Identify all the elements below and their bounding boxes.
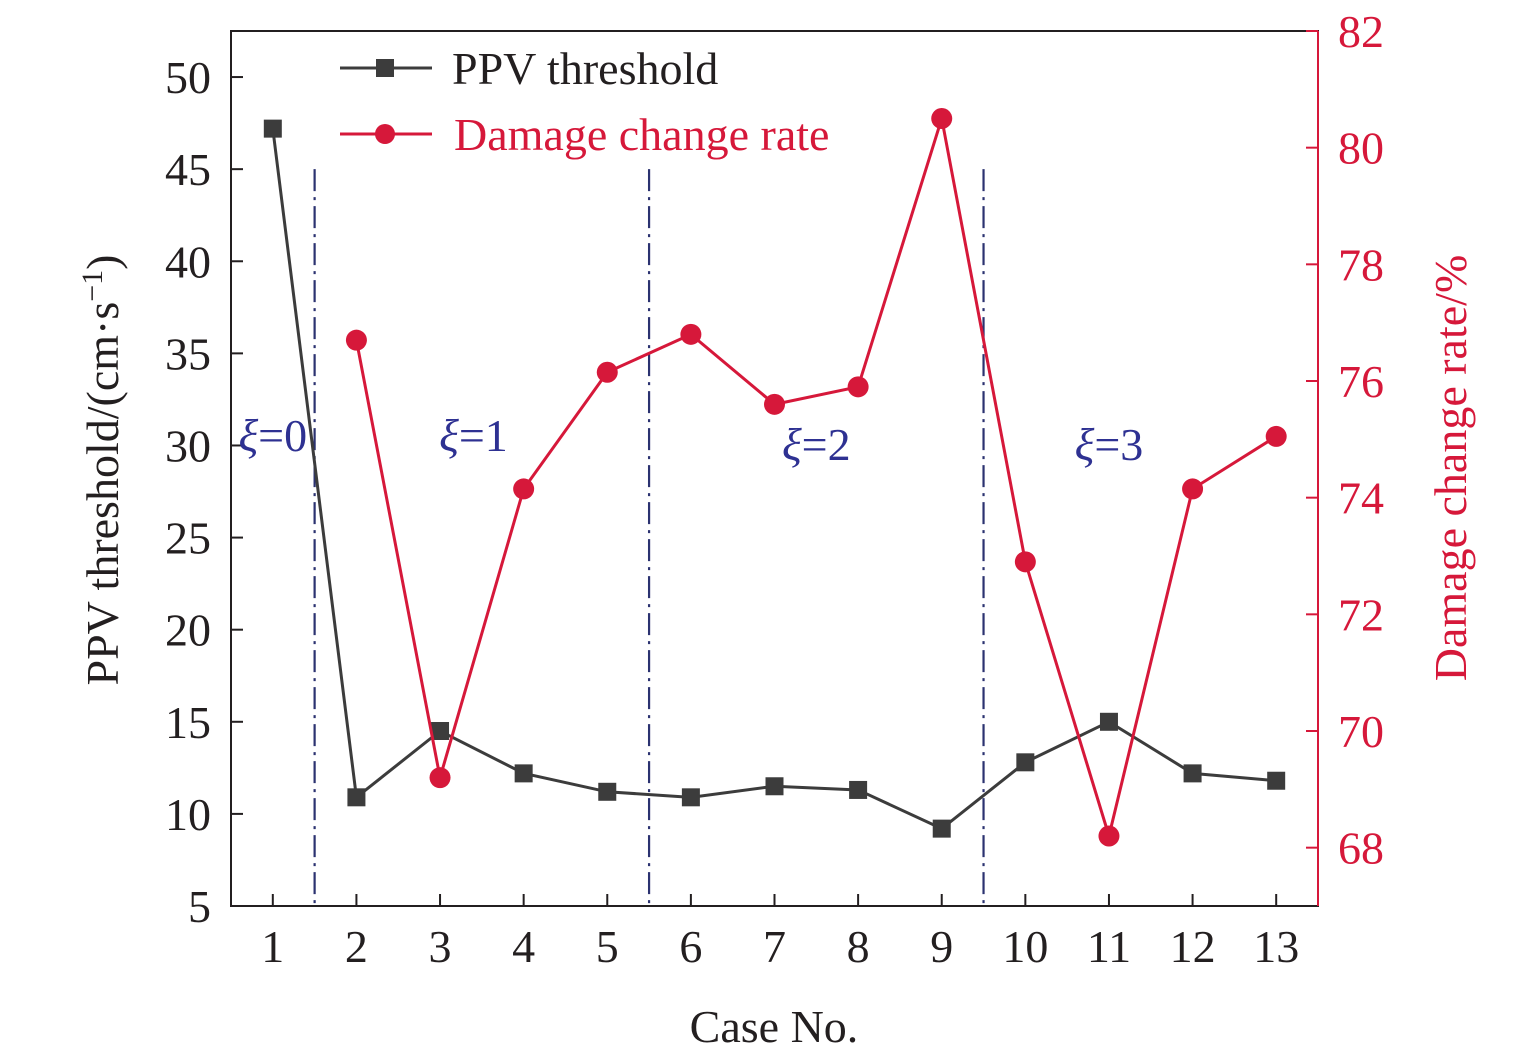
legend-item-ppv-threshold: PPV threshold bbox=[340, 43, 718, 94]
bottom-tick-label: 12 bbox=[1170, 921, 1216, 972]
region-label-value: =2 bbox=[802, 419, 851, 470]
bottom-tick-label: 5 bbox=[596, 921, 619, 972]
legend-marker-ppv bbox=[376, 59, 394, 77]
region-labels: ξ=0 ξ=1 ξ=2 ξ=3 bbox=[238, 410, 1143, 470]
left-tick-label: 10 bbox=[165, 789, 211, 840]
x-axis-title: Case No. bbox=[690, 1001, 859, 1052]
right-tick-label: 78 bbox=[1338, 239, 1384, 290]
right-tick-label: 80 bbox=[1338, 123, 1384, 174]
bottom-tick-label: 10 bbox=[1002, 921, 1048, 972]
data-point bbox=[514, 764, 533, 783]
data-point bbox=[765, 777, 784, 796]
region-label-value: =1 bbox=[459, 410, 508, 461]
left-tick-label: 50 bbox=[165, 52, 211, 103]
left-tick-label: 20 bbox=[165, 605, 211, 656]
right-tick-label: 70 bbox=[1338, 706, 1384, 757]
legend-item-damage-change-rate: Damage change rate bbox=[340, 109, 829, 160]
right-tick-label: 74 bbox=[1338, 473, 1384, 524]
right-tick-label: 82 bbox=[1338, 6, 1384, 57]
data-point bbox=[1014, 551, 1036, 573]
region-label: ξ=3 bbox=[1075, 419, 1144, 470]
series-damage-change-rate bbox=[345, 108, 1287, 847]
right-tick-label: 76 bbox=[1338, 356, 1384, 407]
data-point bbox=[849, 780, 868, 799]
data-point bbox=[1182, 478, 1204, 500]
left-tick-label: 25 bbox=[165, 513, 211, 564]
bottom-tick-label: 4 bbox=[512, 921, 535, 972]
left-tick-label: 35 bbox=[165, 328, 211, 379]
region-label-symbol: ξ bbox=[238, 410, 258, 461]
bottom-tick-label: 13 bbox=[1253, 921, 1299, 972]
y-axis-right-title: Damage change rate/% bbox=[1425, 255, 1476, 682]
legend-marker-damage bbox=[375, 124, 395, 144]
region-label: ξ=0 bbox=[238, 410, 307, 461]
left-axis-ticks: 5 10 15 20 25 30 35 40 45 50 bbox=[165, 52, 243, 932]
data-point bbox=[596, 361, 618, 383]
series-line bbox=[354, 118, 1277, 842]
region-label-value: =3 bbox=[1094, 419, 1143, 470]
legend-label-damage: Damage change rate bbox=[454, 109, 829, 160]
series-ppv-threshold bbox=[263, 119, 1286, 838]
bottom-axis-ticks: 1 2 3 4 5 6 7 8 9 10 11 12 13 bbox=[261, 894, 1299, 972]
bottom-tick-label: 1 bbox=[261, 921, 284, 972]
bottom-tick-label: 8 bbox=[847, 921, 870, 972]
legend: PPV threshold Damage change rate bbox=[340, 43, 829, 160]
left-tick-label: 40 bbox=[165, 236, 211, 287]
left-tick-label: 15 bbox=[165, 697, 211, 748]
data-point bbox=[345, 329, 367, 351]
data-point bbox=[1098, 825, 1120, 847]
right-tick-label: 72 bbox=[1338, 589, 1384, 640]
data-point bbox=[932, 819, 951, 838]
left-tick-label: 5 bbox=[188, 881, 211, 932]
data-point bbox=[680, 323, 702, 345]
data-point bbox=[598, 782, 617, 801]
region-label-symbol: ξ bbox=[1075, 419, 1095, 470]
region-label-value: =0 bbox=[258, 410, 307, 461]
bottom-tick-label: 3 bbox=[429, 921, 452, 972]
region-dividers bbox=[313, 169, 985, 906]
data-point bbox=[847, 376, 869, 398]
data-point bbox=[1183, 764, 1202, 783]
bottom-tick-label: 2 bbox=[345, 921, 368, 972]
data-point bbox=[347, 788, 366, 807]
region-label-symbol: ξ bbox=[439, 410, 459, 461]
data-point bbox=[263, 119, 282, 138]
region-label: ξ=1 bbox=[439, 410, 508, 461]
data-point bbox=[513, 478, 535, 500]
left-tick-label: 45 bbox=[165, 144, 211, 195]
y-axis-left-title: PPV threshold/(cm·s−1) bbox=[76, 254, 128, 685]
series-line bbox=[271, 128, 1277, 831]
data-point bbox=[429, 767, 451, 789]
region-label: ξ=2 bbox=[782, 419, 851, 470]
legend-label-ppv: PPV threshold bbox=[452, 43, 718, 94]
data-point bbox=[1016, 753, 1035, 772]
region-label-symbol: ξ bbox=[782, 419, 802, 470]
plot-frame bbox=[230, 30, 1319, 907]
right-axis-ticks: 68 70 72 74 76 78 80 82 bbox=[1306, 6, 1384, 906]
bottom-tick-label: 6 bbox=[679, 921, 702, 972]
data-point bbox=[681, 788, 700, 807]
left-tick-label: 30 bbox=[165, 420, 211, 471]
bottom-tick-label: 9 bbox=[930, 921, 953, 972]
right-tick-label: 68 bbox=[1338, 823, 1384, 874]
data-point bbox=[1099, 712, 1118, 731]
data-point bbox=[1267, 771, 1286, 790]
data-point bbox=[764, 393, 785, 415]
bottom-tick-label: 11 bbox=[1087, 921, 1131, 972]
data-point bbox=[931, 108, 953, 129]
bottom-tick-label: 7 bbox=[763, 921, 786, 972]
data-point bbox=[431, 722, 450, 740]
data-point bbox=[1265, 425, 1287, 447]
